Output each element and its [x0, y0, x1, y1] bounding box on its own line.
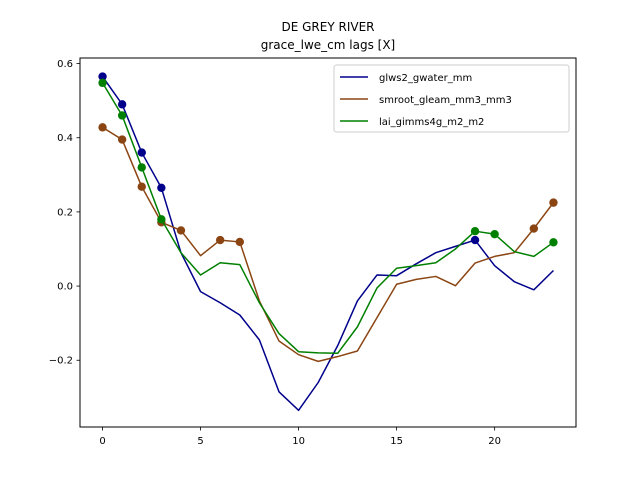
data-point-1-2: [137, 182, 146, 191]
series-line-1: [102, 126, 555, 363]
chart-title: DE GREY RIVER: [281, 20, 374, 34]
y-tick-label-2: 0.2: [57, 207, 73, 218]
data-point-1-4: [176, 226, 186, 235]
x-tick-label-2: 10: [292, 436, 305, 447]
legend-label-0: glws2_gwater_mm: [379, 73, 472, 84]
data-point-1-1: [117, 135, 127, 144]
legend-box: [333, 64, 570, 133]
y-axis: −0.2 0.0 0.2 0.4 0.6: [49, 59, 80, 367]
y-tick-label-4: 0.6: [57, 59, 73, 70]
y-tick-label-1: 0.0: [57, 282, 73, 293]
plot-frame: [79, 57, 577, 428]
data-point-1-7: [235, 237, 244, 247]
y-tick-label-3: 0.4: [57, 133, 73, 144]
x-axis: 0 5 10 15 20: [99, 427, 501, 447]
data-point-2-23: [549, 238, 558, 247]
data-point-1-0: [98, 123, 107, 132]
data-point-0-19: [470, 235, 480, 245]
data-point-2-0: [98, 78, 107, 88]
data-point-0-1: [117, 100, 127, 109]
data-point-2-3: [157, 215, 166, 224]
x-tick-label-3: 15: [390, 436, 403, 447]
legend-label-2: lai_gimms4g_m2_m2: [379, 117, 484, 128]
data-point-2-1: [117, 111, 127, 120]
data-point-0-0: [98, 72, 107, 81]
x-tick-label-0: 0: [99, 436, 105, 447]
data-point-2-20: [490, 229, 499, 239]
legend: glws2_gwater_mm smroot_gleam_mm3_mm3 lai_g…: [333, 64, 570, 133]
y-tick-label-0: −0.2: [49, 356, 73, 367]
data-point-0-2: [137, 148, 146, 157]
x-tick-label-1: 5: [197, 436, 203, 447]
data-point-1-23: [549, 198, 558, 207]
data-point-1-22: [529, 224, 539, 233]
data-point-1-6: [215, 235, 225, 245]
data-point-0-3: [157, 183, 166, 192]
chart-subtitle: grace_lwe_cm lags [X]: [261, 38, 395, 52]
legend-label-1: smroot_gleam_mm3_mm3: [379, 95, 512, 106]
x-tick-label-4: 20: [488, 436, 501, 447]
data-point-2-2: [137, 163, 146, 172]
series-line-0: [101, 76, 554, 412]
plot-content: [98, 72, 558, 412]
data-point-2-19: [470, 226, 480, 236]
